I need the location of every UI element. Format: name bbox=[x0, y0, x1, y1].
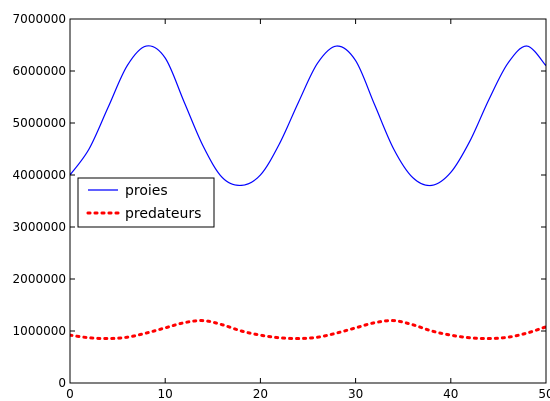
legend-label-proies: proies bbox=[125, 183, 168, 199]
series-line-predateurs bbox=[70, 319, 546, 341]
y-tick-label: 1000000 bbox=[13, 324, 66, 338]
y-tick-label: 4000000 bbox=[13, 168, 66, 182]
x-tick-label: 20 bbox=[253, 387, 268, 401]
axes: 0 10 20 30 40 50 0 1000000 2000000 3000000 4000000… bbox=[13, 12, 550, 401]
y-tick-label: 7000000 bbox=[13, 12, 66, 26]
y-tick-label: 6000000 bbox=[13, 64, 66, 78]
series-line-proies bbox=[70, 45, 546, 187]
x-tick-label: 10 bbox=[158, 387, 173, 401]
legend: proies predateurs bbox=[77, 177, 215, 228]
legend-label-predateurs: predateurs bbox=[125, 206, 201, 222]
y-tick-label: 5000000 bbox=[13, 116, 66, 130]
x-tick-label: 40 bbox=[443, 387, 458, 401]
y-tick-label: 2000000 bbox=[13, 272, 66, 286]
legend-box bbox=[77, 177, 215, 228]
plot-frame bbox=[69, 18, 547, 384]
x-tick-label: 50 bbox=[538, 387, 550, 401]
x-tick-label: 0 bbox=[66, 387, 74, 401]
y-tick-label: 3000000 bbox=[13, 220, 66, 234]
y-tick-label: 0 bbox=[58, 376, 66, 390]
x-tick-label: 30 bbox=[348, 387, 363, 401]
